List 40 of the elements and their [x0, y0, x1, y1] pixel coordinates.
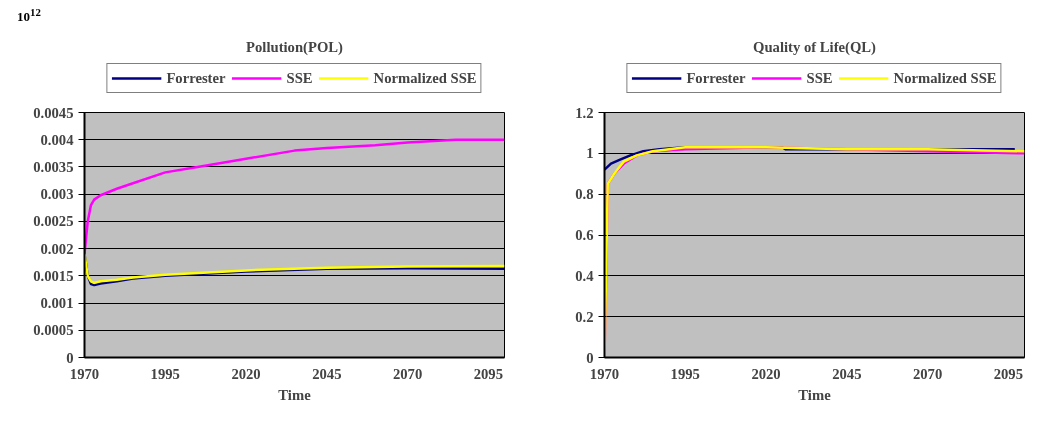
legend-label: Normalized SSE — [893, 69, 997, 87]
y-tick-label: 0 — [66, 349, 74, 366]
y-tick-label: 0.8 — [575, 186, 594, 203]
legend-label: Forrester — [166, 69, 226, 87]
y-tick-label: 0.0015 — [33, 267, 74, 284]
x-tick-label: 1995 — [150, 365, 180, 382]
x-tick-label: 2095 — [473, 365, 503, 382]
x-tick-label: 2070 — [912, 365, 943, 382]
x-tick-label: 2070 — [392, 365, 423, 382]
y-tick-label: 0.001 — [40, 295, 74, 312]
x-tick-label: 1970 — [69, 365, 100, 382]
y-tick-label: 0.002 — [40, 240, 74, 257]
legend-label: Normalized SSE — [373, 69, 477, 87]
y-tick-label: 1 — [586, 145, 594, 162]
y-tick-label: 0.0005 — [33, 322, 74, 339]
y-tick-label: 0.004 — [40, 131, 75, 148]
legend-label: SSE — [286, 69, 313, 87]
y-tick-label: 0.6 — [575, 227, 594, 243]
x-tick-label: 2020 — [751, 365, 781, 382]
y-tick-label: 0.0035 — [33, 158, 74, 175]
legend-label: SSE — [806, 69, 833, 87]
text: 10$^{12}$ — [17, 5, 41, 27]
chart-title: Quality of Life(QL) — [753, 38, 877, 56]
y-tick-label: 0.003 — [40, 186, 74, 203]
y-tick-label: 1.2 — [575, 104, 594, 121]
y-tick-label: 0.0045 — [33, 104, 74, 121]
y-tick-label: 0 — [586, 349, 594, 366]
x-axis-title: Time — [278, 386, 312, 403]
x-tick-label: 2020 — [231, 365, 261, 382]
x-axis-title: Time — [798, 386, 832, 403]
x-tick-label: 2045 — [832, 365, 862, 382]
x-tick-label: 2095 — [993, 365, 1023, 382]
x-tick-label: 1970 — [589, 365, 620, 382]
x-tick-label: 1995 — [670, 365, 700, 382]
x-tick-label: 2045 — [312, 365, 342, 382]
y-tick-label: 0.4 — [575, 267, 595, 284]
y-tick-label: 0.0025 — [33, 213, 74, 230]
legend-label: Forrester — [686, 69, 746, 87]
chart-title: Pollution(POL) — [246, 38, 344, 56]
y-tick-label: 0.2 — [575, 308, 594, 325]
